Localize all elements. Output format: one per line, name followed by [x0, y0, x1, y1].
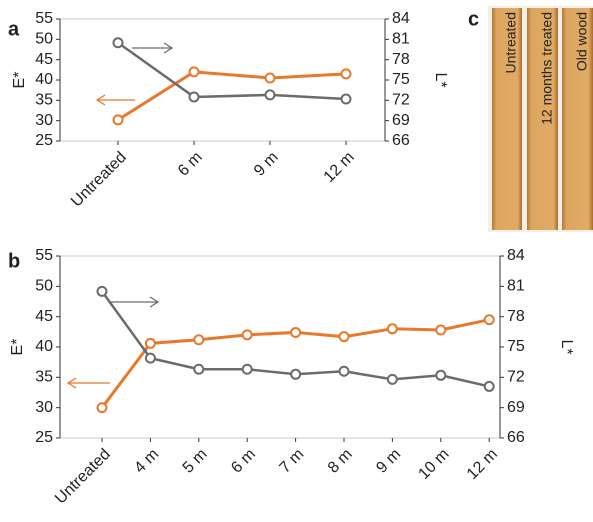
- x-tick-label: 8 m: [325, 446, 356, 477]
- series-line: [118, 43, 346, 99]
- panel-label: a: [8, 18, 20, 40]
- y2-tick-label: 69: [507, 399, 525, 416]
- y-tick-label: 25: [35, 132, 53, 149]
- strip-label: Old wood: [574, 12, 590, 71]
- x-tick-label: 9 m: [251, 149, 282, 180]
- y2-tick-label: 72: [392, 92, 410, 109]
- point: [340, 332, 349, 341]
- x-tick-label: 10 m: [415, 446, 452, 483]
- y-tick-label: 50: [35, 278, 53, 295]
- x-tick-label: 4 m: [131, 446, 162, 477]
- point: [114, 38, 123, 47]
- point: [194, 335, 203, 344]
- figure: a b c Untreated 12 months treated Old wo…: [0, 0, 593, 517]
- point: [436, 371, 445, 380]
- x-tick-label: 6 m: [175, 149, 206, 180]
- x-tick-label: 9 m: [373, 446, 404, 477]
- x-tick-label: Untreated: [52, 446, 114, 508]
- y2-tick-label: 81: [507, 278, 525, 295]
- point: [190, 67, 199, 76]
- arrow: [97, 95, 135, 105]
- y-tick-label: 30: [35, 112, 53, 129]
- y-tick-label: 30: [35, 399, 53, 416]
- point: [342, 69, 351, 78]
- y-tick-label: 35: [35, 92, 53, 109]
- y-tick-label: 45: [35, 51, 53, 68]
- arrow: [132, 43, 172, 53]
- point: [291, 370, 300, 379]
- y-tick-label: 25: [35, 429, 53, 446]
- point: [388, 375, 397, 384]
- x-tick-label: 7 m: [277, 446, 308, 477]
- y2-tick-label: 78: [392, 51, 410, 68]
- y2-axis-label: L*: [558, 339, 575, 354]
- strip-label: Untreated: [503, 12, 519, 73]
- y-tick-label: 55: [35, 10, 53, 27]
- y2-tick-label: 81: [392, 31, 410, 48]
- point: [190, 92, 199, 101]
- point: [194, 365, 203, 374]
- point: [243, 330, 252, 339]
- y2-tick-label: 84: [507, 247, 525, 264]
- point: [291, 328, 300, 337]
- y-tick-label: 45: [35, 308, 53, 325]
- point: [485, 315, 494, 324]
- y2-tick-label: 72: [507, 369, 525, 386]
- point: [98, 287, 107, 296]
- y-tick-label: 40: [35, 338, 53, 355]
- point: [114, 115, 123, 124]
- y-tick-label: 55: [35, 247, 53, 264]
- y2-tick-label: 66: [507, 429, 525, 446]
- x-tick-label: 5 m: [180, 446, 211, 477]
- point: [388, 324, 397, 333]
- y2-tick-label: 75: [392, 71, 410, 88]
- arrow: [68, 378, 110, 388]
- point: [340, 367, 349, 376]
- point: [436, 326, 445, 335]
- point: [342, 94, 351, 103]
- y-tick-label: 40: [35, 71, 53, 88]
- strip-label: 12 months treated: [539, 12, 555, 125]
- y2-axis-label: L*: [432, 72, 449, 87]
- photo: Untreated 12 months treated Old wood: [488, 6, 593, 232]
- point: [485, 382, 494, 391]
- panel-label: c: [468, 8, 479, 30]
- point: [266, 73, 275, 82]
- y2-tick-label: 75: [507, 338, 525, 355]
- plot-frame: [60, 19, 385, 141]
- point: [98, 403, 107, 412]
- y2-tick-label: 69: [392, 112, 410, 129]
- y-axis-label: E*: [9, 339, 26, 356]
- point: [266, 90, 275, 99]
- plot-frame: [60, 256, 500, 438]
- x-tick-label: Untreated: [68, 149, 130, 211]
- x-tick-label: 12 m: [464, 446, 501, 483]
- x-tick-label: 6 m: [228, 446, 259, 477]
- y2-tick-label: 66: [392, 132, 410, 149]
- point: [146, 339, 155, 348]
- point: [243, 365, 252, 374]
- y2-tick-label: 84: [392, 10, 410, 27]
- y-tick-label: 50: [35, 31, 53, 48]
- arrow: [108, 297, 158, 307]
- y2-tick-label: 78: [507, 308, 525, 325]
- x-tick-label: 12 m: [321, 149, 358, 186]
- panel-label: b: [8, 250, 20, 272]
- y-tick-label: 35: [35, 369, 53, 386]
- y-axis-label: E*: [11, 72, 28, 89]
- point: [146, 354, 155, 363]
